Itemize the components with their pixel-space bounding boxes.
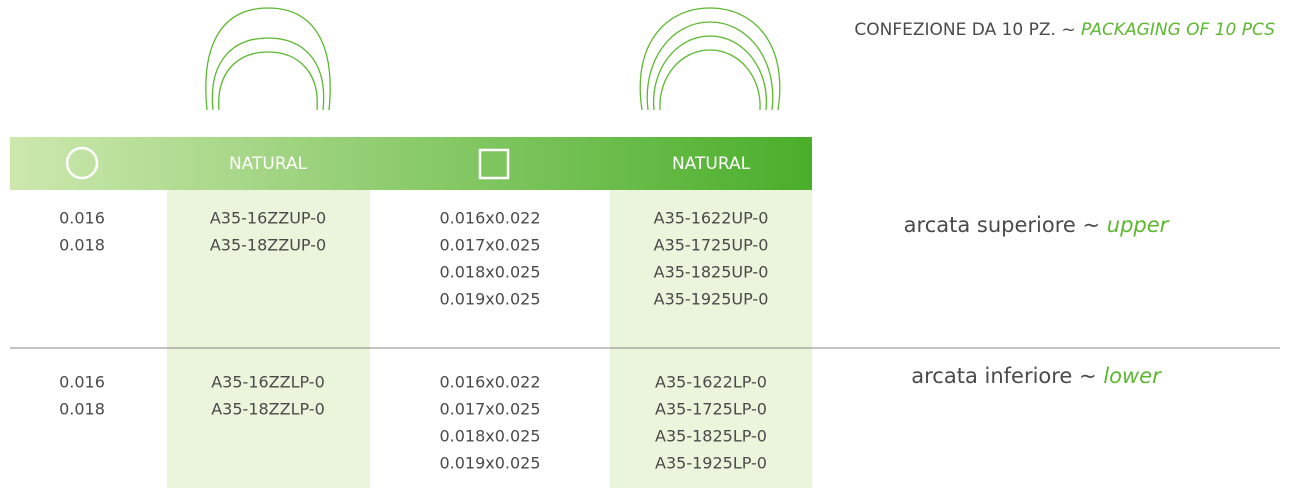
rect-codes: A35-1622LP-0 <box>655 372 767 392</box>
rect-sizes: 0.018x0.025 <box>439 426 541 446</box>
arch-round <box>205 7 331 111</box>
section-label: arcata inferiore ~ lower <box>911 364 1160 388</box>
round-codes: A35-18ZZLP-0 <box>211 399 325 419</box>
round-codes: A35-16ZZLP-0 <box>211 372 325 392</box>
section-label-it: arcata inferiore ~ <box>911 364 1097 388</box>
rect-codes: A35-1925LP-0 <box>655 453 767 473</box>
packaging-text: CONFEZIONE DA 10 PZ. ~ <box>854 20 1076 40</box>
rect-codes: A35-1925UP-0 <box>653 289 769 309</box>
rect-sizes: 0.017x0.025 <box>439 399 541 419</box>
square-icon <box>478 148 510 180</box>
rect-codes: A35-1825LP-0 <box>655 426 767 446</box>
round-codes: A35-18ZZUP-0 <box>209 235 327 255</box>
rect-codes: A35-1622UP-0 <box>653 208 769 228</box>
round-codes: A35-16ZZUP-0 <box>209 208 327 228</box>
round-sizes: 0.018 <box>59 399 105 419</box>
section-label-en: upper <box>1106 213 1169 237</box>
column-header: NATURAL <box>228 154 308 174</box>
packaging-note: CONFEZIONE DA 10 PZ. ~ PACKAGING OF 10 P… <box>854 20 1275 40</box>
section-label-en: lower <box>1103 364 1161 388</box>
rect-sizes: 0.019x0.025 <box>439 289 541 309</box>
round-sizes: 0.016 <box>59 372 105 392</box>
rect-sizes: 0.019x0.025 <box>439 453 541 473</box>
rect-codes: A35-1725UP-0 <box>653 235 769 255</box>
column-bg <box>610 190 812 488</box>
rect-sizes: 0.017x0.025 <box>439 235 541 255</box>
rect-sizes: 0.016x0.022 <box>439 372 541 392</box>
header-bar <box>10 137 812 190</box>
packaging-text-en: PACKAGING OF 10 PCS <box>1081 20 1275 40</box>
section-label-it: arcata superiore ~ <box>903 213 1101 237</box>
round-sizes: 0.016 <box>59 208 105 228</box>
section-label: arcata superiore ~ upper <box>904 213 1169 237</box>
rect-sizes: 0.018x0.025 <box>439 262 541 282</box>
column-bg <box>167 190 370 488</box>
round-sizes: 0.018 <box>59 235 105 255</box>
rect-codes: A35-1725LP-0 <box>655 399 767 419</box>
round-icon <box>65 146 99 180</box>
rect-codes: A35-1825UP-0 <box>653 262 769 282</box>
column-header: NATURAL <box>671 154 751 174</box>
rect-sizes: 0.016x0.022 <box>439 208 541 228</box>
arch-rect <box>639 7 781 111</box>
